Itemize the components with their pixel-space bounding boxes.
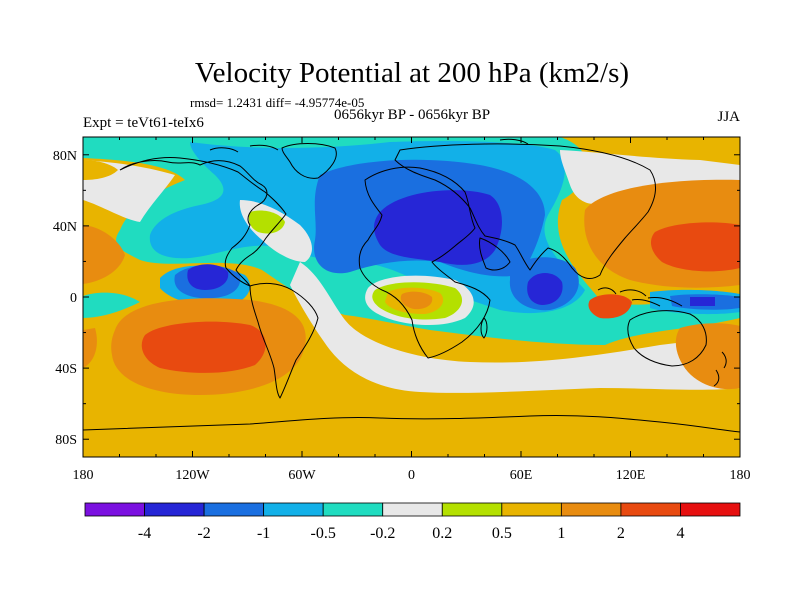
- neg-region-very-strong-east-pacific: [187, 264, 229, 290]
- colorbar-swatch: [620, 502, 681, 517]
- right-label: JJA: [717, 109, 740, 125]
- pos-region-strong-southwest-pacific: [675, 323, 740, 390]
- colorbar-label: 0.5: [492, 525, 512, 542]
- colorbar-label: 2: [617, 525, 625, 542]
- colorbar-swatch: [322, 502, 384, 517]
- colorbar-swatch: [263, 502, 324, 517]
- x-tick-label: 60E: [510, 468, 533, 483]
- coast-greenland: [281, 143, 337, 179]
- colorbar-label: -4: [138, 525, 151, 542]
- colorbar-label: -0.5: [311, 525, 336, 542]
- y-tick-label: 40S: [55, 362, 77, 377]
- stats-line: rmsd= 1.2431 diff= -4.95774e-05: [190, 95, 364, 110]
- y-tick-label: 0: [70, 291, 77, 306]
- pos-region-strong-far-west-south: [83, 328, 97, 368]
- chart-title: Velocity Potential at 200 hPa (km2/s): [195, 57, 629, 89]
- colorbar-swatch: [382, 502, 443, 517]
- neg-region-very-strong-indian: [527, 273, 563, 305]
- neg-region-very-strong-west-pacific: [690, 297, 715, 306]
- subtitle: 0656kyr BP - 0656kyr BP: [334, 107, 490, 123]
- coast-new-zealand: [713, 351, 727, 387]
- x-tick-label: 0: [408, 468, 415, 483]
- coast-eurasia: [394, 143, 657, 279]
- x-tick-label: 180: [73, 468, 94, 483]
- zero-band-asia-northeast: [560, 150, 740, 205]
- pos-region-moderate-north-edge: [83, 160, 118, 180]
- colorbar-swatch: [501, 502, 562, 517]
- colorbar-swatch: [441, 502, 503, 517]
- pos-region-very-strong-northwest-pacific: [650, 222, 740, 272]
- left-label: Expt = teVt61-teIx6: [83, 115, 204, 131]
- colorbar-swatch: [560, 502, 622, 517]
- pos-region-strong-west-edge: [83, 225, 125, 284]
- colorbar-label: 4: [676, 525, 684, 542]
- pos-region-strong-africa: [400, 291, 433, 310]
- x-tick-label: 180: [730, 468, 751, 483]
- colorbar-label: -0.2: [370, 525, 395, 542]
- neg-region-weak-eq-east: [83, 292, 140, 318]
- coast-arctic-islands: [209, 138, 529, 153]
- coast-arabia: [479, 237, 511, 271]
- x-tick-label: 60W: [288, 468, 316, 483]
- x-tick-label: 120W: [175, 468, 210, 483]
- coast-north-america: [119, 157, 287, 287]
- y-axis: 80N 40N 0 40S 80S: [53, 149, 740, 448]
- coast-madagascar: [480, 317, 488, 339]
- colorbar: -4 -2 -1 -0.5 -0.2 0.2 0.5 1 2 4: [84, 502, 741, 542]
- colorbar-swatch: [680, 502, 741, 517]
- positive-regions: [83, 160, 740, 395]
- x-tick-label: 120E: [616, 468, 646, 483]
- coast-australia: [627, 310, 707, 367]
- y-tick-label: 80N: [53, 149, 77, 164]
- colorbar-swatch: [203, 502, 265, 517]
- colorbar-label: -2: [197, 525, 210, 542]
- x-axis: 180 120W 60W 0 60E 120E 180: [73, 137, 751, 483]
- pos-region-very-strong-southeast-pacific: [141, 321, 266, 373]
- y-tick-label: 80S: [55, 433, 77, 448]
- colorbar-label: 0.2: [432, 525, 452, 542]
- zero-band-atlantic-southern: [290, 262, 740, 393]
- coast-africa-europe: [358, 166, 491, 359]
- coast-south-america: [249, 282, 319, 399]
- pos-region-weak-north-atlantic: [248, 210, 285, 234]
- map-field: [83, 137, 740, 457]
- colorbar-swatch: [144, 502, 205, 517]
- pos-region-strong-indonesia: [588, 294, 632, 319]
- colorbar-label: 1: [557, 525, 565, 542]
- coast-antarctica: [83, 414, 740, 433]
- colorbar-swatch: [84, 502, 145, 517]
- coastlines: [83, 138, 740, 433]
- coast-maritime-continent: [597, 287, 683, 307]
- colorbar-label: -1: [257, 525, 270, 542]
- y-tick-label: 40N: [53, 220, 77, 235]
